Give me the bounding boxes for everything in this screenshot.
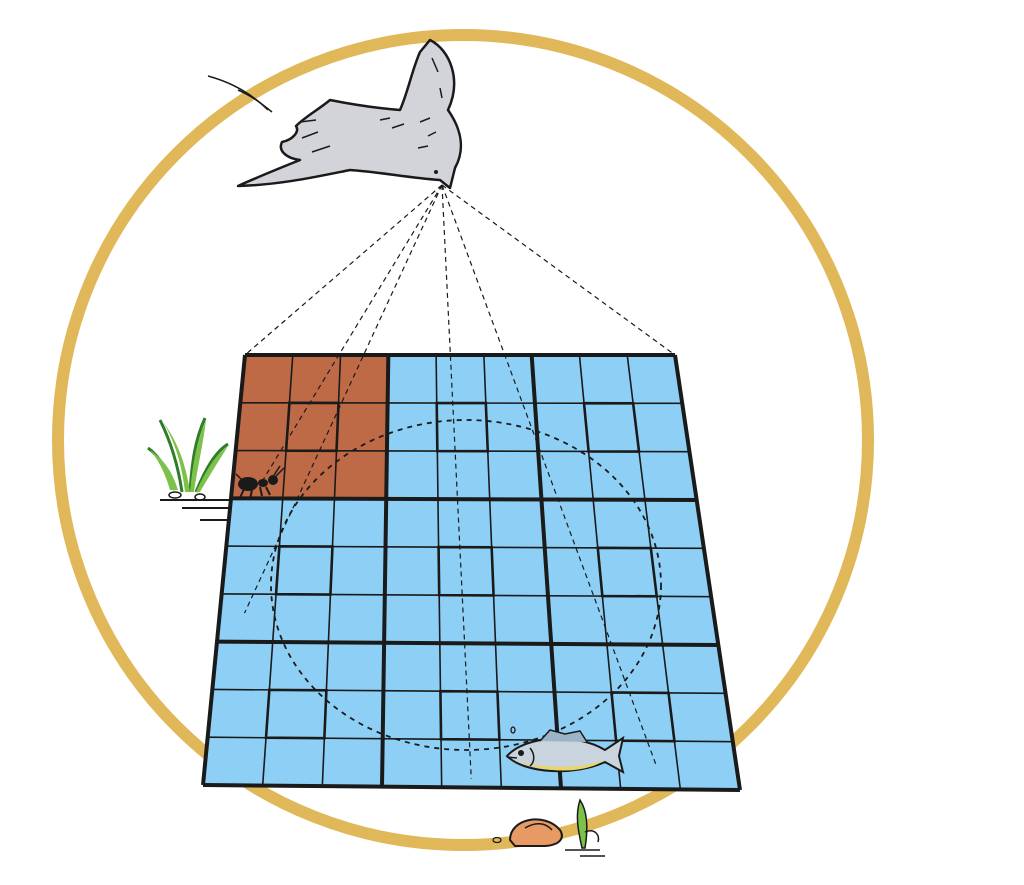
center-cell xyxy=(264,688,328,740)
center-cell xyxy=(274,545,334,596)
major-grid-line xyxy=(216,639,719,647)
sight-line xyxy=(244,184,443,356)
center-cell xyxy=(437,545,495,597)
grass-icon xyxy=(147,417,232,521)
sprout-icon xyxy=(565,798,605,857)
center-cell xyxy=(439,689,501,742)
sight-lines xyxy=(243,184,676,779)
fish-icon xyxy=(505,726,625,774)
center-cell xyxy=(596,546,659,598)
center-cell xyxy=(582,401,641,453)
major-grid-line xyxy=(201,354,247,786)
major-grid-line xyxy=(202,783,741,792)
major-grid-line xyxy=(230,496,697,502)
bird-icon xyxy=(207,38,463,190)
ant-icon xyxy=(235,465,285,500)
frame-ring xyxy=(52,29,874,851)
sight-line xyxy=(441,184,676,356)
sight-line xyxy=(262,184,443,481)
sight-line xyxy=(441,184,472,779)
major-grid-line xyxy=(529,354,563,789)
major-grid-line xyxy=(380,354,391,787)
center-cell xyxy=(610,691,676,743)
center-cell xyxy=(435,401,490,453)
sight-line xyxy=(441,184,658,768)
major-grid-line xyxy=(673,354,742,791)
sight-line xyxy=(243,184,443,614)
dashed-range-circle xyxy=(270,419,662,751)
highlighted-block xyxy=(231,355,389,499)
grid-board xyxy=(201,353,742,792)
shell-icon xyxy=(492,818,563,847)
center-cell xyxy=(284,401,340,453)
